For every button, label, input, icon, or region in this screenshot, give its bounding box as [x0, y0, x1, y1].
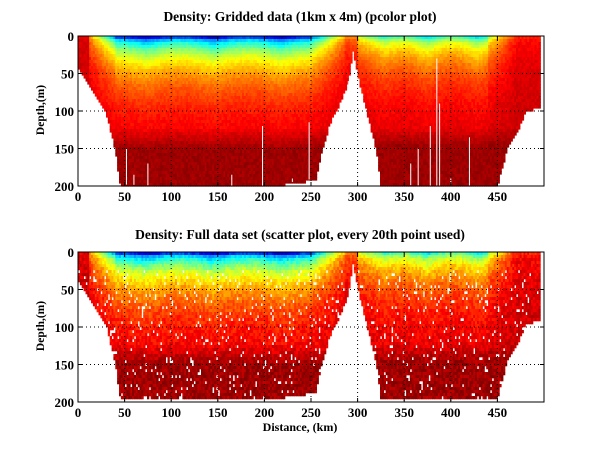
top-data-field — [78, 36, 541, 187]
